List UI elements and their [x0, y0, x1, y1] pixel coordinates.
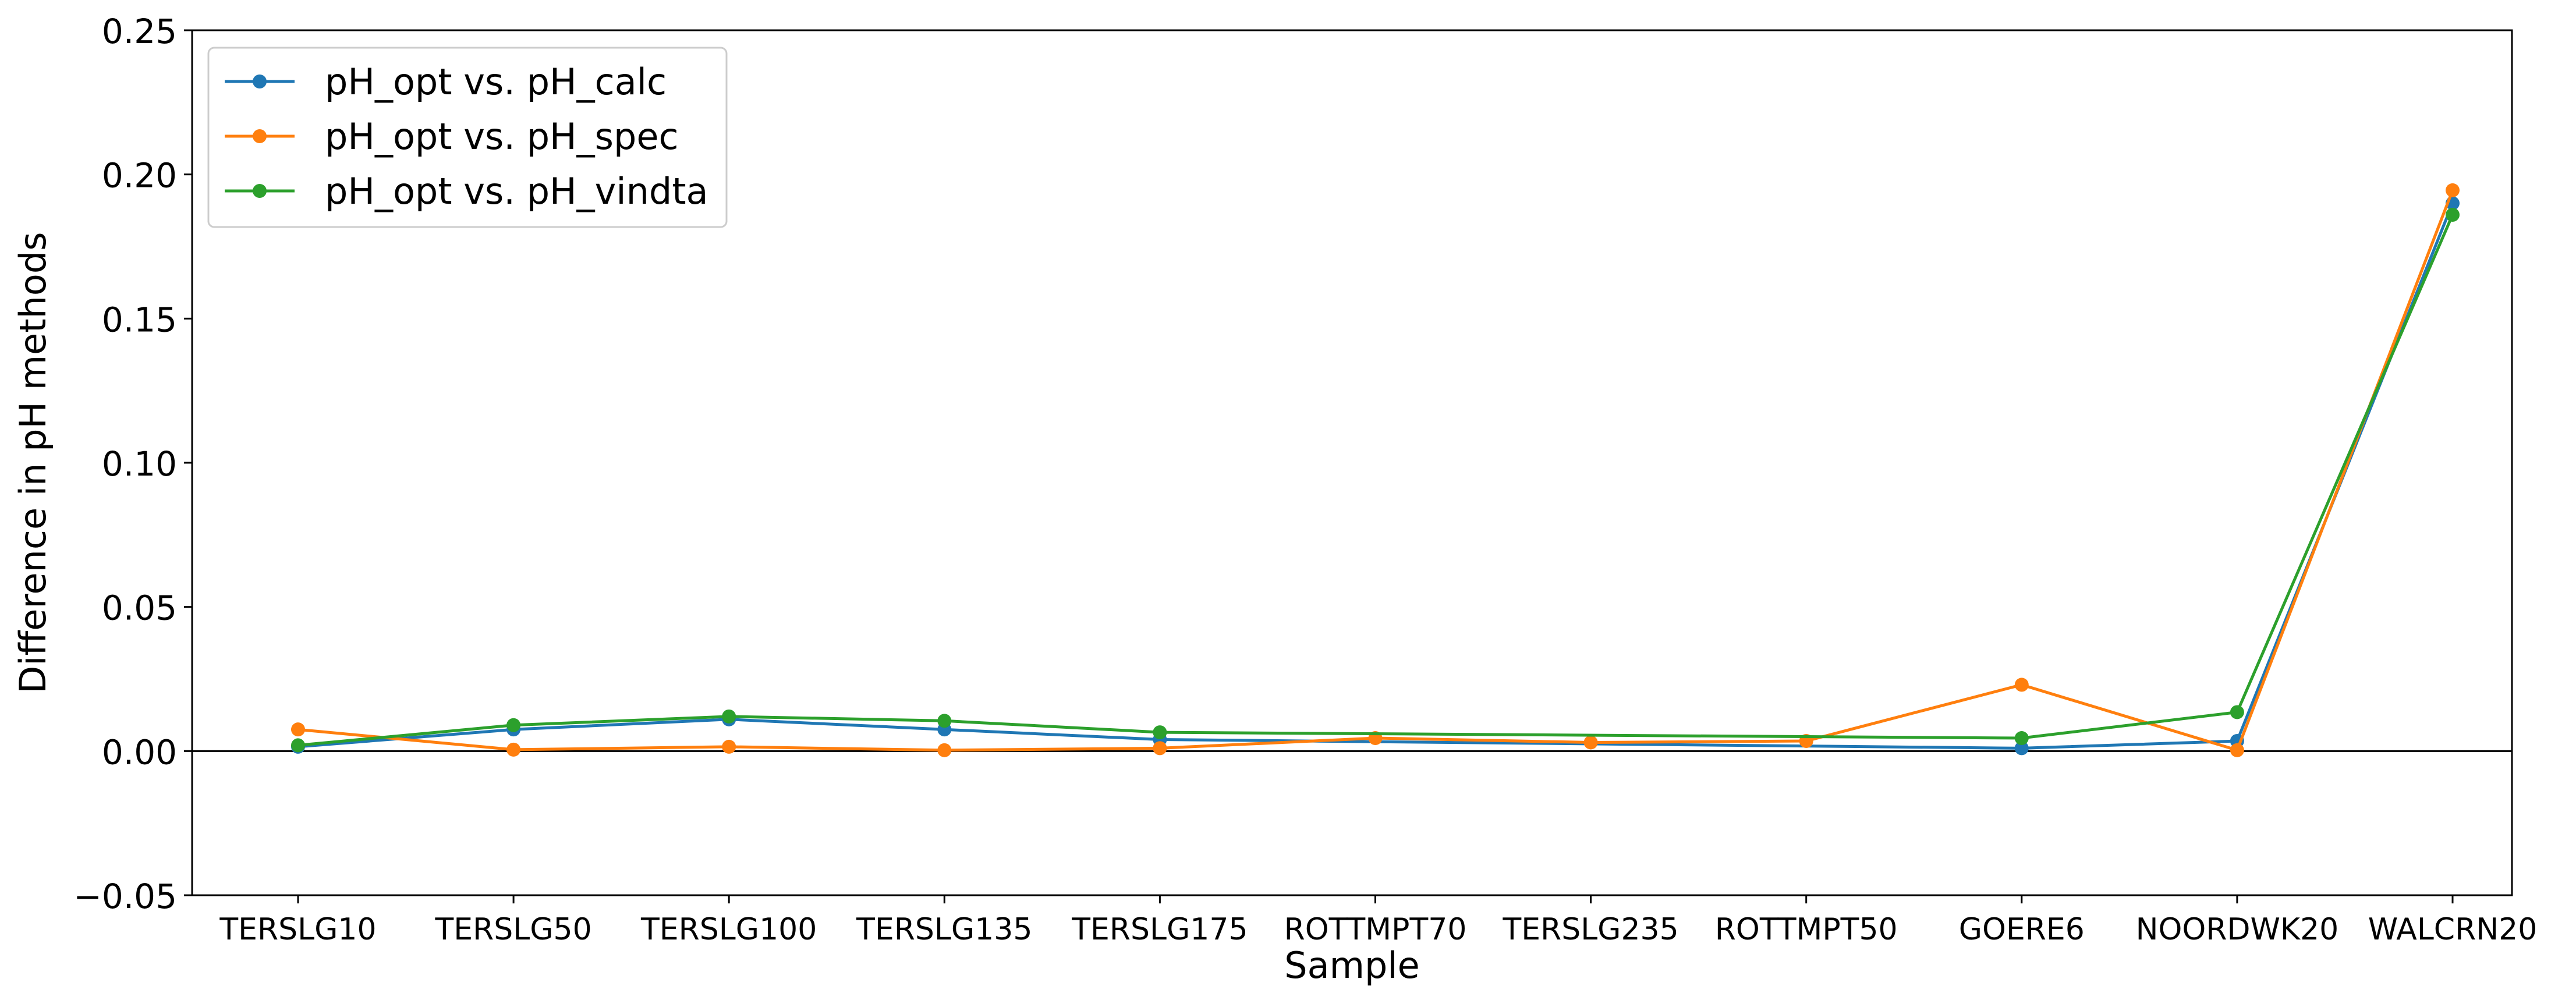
- legend-box: [207, 47, 728, 228]
- x-tick-label: TERSLG175: [1071, 912, 1248, 947]
- y-tick-label: 0.10: [102, 444, 177, 484]
- data-point: [1153, 725, 1167, 740]
- legend-label: pH_opt vs. pH_calc: [325, 61, 667, 103]
- x-tick-label: GOERE6: [1959, 912, 2085, 947]
- data-point: [2446, 208, 2460, 222]
- legend-label: pH_opt vs. pH_vindta: [325, 170, 708, 212]
- data-point: [506, 742, 521, 757]
- legend-marker: [253, 129, 267, 143]
- y-tick-label: 0.25: [102, 12, 177, 51]
- data-point: [2446, 183, 2460, 197]
- series-layer: [291, 183, 2460, 757]
- data-point: [2230, 705, 2244, 719]
- series-3: [291, 208, 2460, 753]
- series-2: [291, 183, 2460, 757]
- data-point: [1153, 741, 1167, 756]
- x-axis-label: Sample: [1284, 944, 1419, 987]
- y-axis-label: Difference in pH methods: [12, 232, 54, 694]
- y-tick-label: −0.05: [73, 877, 177, 916]
- data-point: [291, 738, 305, 753]
- series-line: [297, 203, 2454, 750]
- data-point: [722, 709, 736, 724]
- data-point: [2014, 678, 2029, 692]
- data-point: [2230, 743, 2244, 757]
- data-point: [2014, 731, 2029, 746]
- data-point: [937, 714, 952, 728]
- x-tick-label: NOORDWK20: [2136, 912, 2339, 947]
- x-tick-label: ROTTMPT50: [1715, 912, 1898, 947]
- data-point: [291, 722, 305, 737]
- x-tick-label: TERSLG100: [640, 912, 817, 947]
- y-tick-label: 0.05: [102, 588, 177, 628]
- data-point: [722, 739, 736, 754]
- legend-marker: [253, 184, 267, 198]
- data-point: [2014, 741, 2029, 756]
- x-tick-label: ROTTMPT70: [1284, 912, 1467, 947]
- y-tick-label: 0.15: [102, 300, 177, 339]
- x-tick-label: WALCRN20: [2368, 912, 2538, 947]
- x-tick-label: TERSLG135: [856, 912, 1032, 947]
- data-point: [1583, 735, 1598, 750]
- data-point: [937, 743, 952, 757]
- x-tick-label: TERSLG10: [219, 912, 376, 947]
- y-axis: −0.05 0.00 0.05 0.10 0.15 0.20 0.25: [73, 12, 192, 916]
- series-line: [297, 214, 2454, 747]
- x-tick-label: TERSLG235: [1502, 912, 1678, 947]
- legend-marker: [253, 75, 267, 88]
- legend: pH_opt vs. pH_calc pH_opt vs. pH_spec pH_o…: [207, 47, 728, 228]
- y-tick-label: 0.20: [102, 156, 177, 196]
- y-tick-label: 0.00: [102, 732, 177, 772]
- data-point: [506, 718, 521, 732]
- x-axis: TERSLG10 TERSLG50 TERSLG100 TERSLG135 TERSLG…: [219, 895, 2537, 947]
- legend-label: pH_opt vs. pH_spec: [325, 115, 679, 158]
- x-tick-label: TERSLG50: [434, 912, 591, 947]
